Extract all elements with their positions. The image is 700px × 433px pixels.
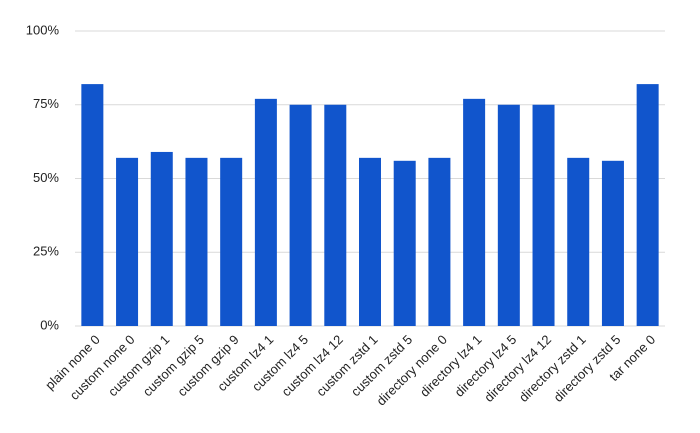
bar	[150, 151, 173, 326]
y-tick-label: 25%	[33, 244, 59, 259]
y-tick-label: 75%	[33, 96, 59, 111]
bar	[185, 157, 208, 326]
bar	[428, 157, 451, 326]
y-tick-label: 100%	[26, 22, 60, 37]
y-tick-label: 0%	[40, 317, 59, 332]
y-tick-label: 50%	[33, 170, 59, 185]
bar	[497, 104, 520, 326]
bar	[289, 104, 312, 326]
bar	[81, 84, 104, 326]
bar	[324, 104, 347, 326]
bar	[393, 160, 416, 326]
bar	[567, 157, 590, 326]
bar	[359, 157, 381, 326]
bar	[463, 98, 486, 326]
bar	[636, 84, 659, 326]
bar	[532, 104, 555, 326]
bar	[254, 98, 277, 326]
bar	[601, 160, 624, 326]
bar	[220, 157, 243, 326]
bar	[116, 157, 139, 326]
